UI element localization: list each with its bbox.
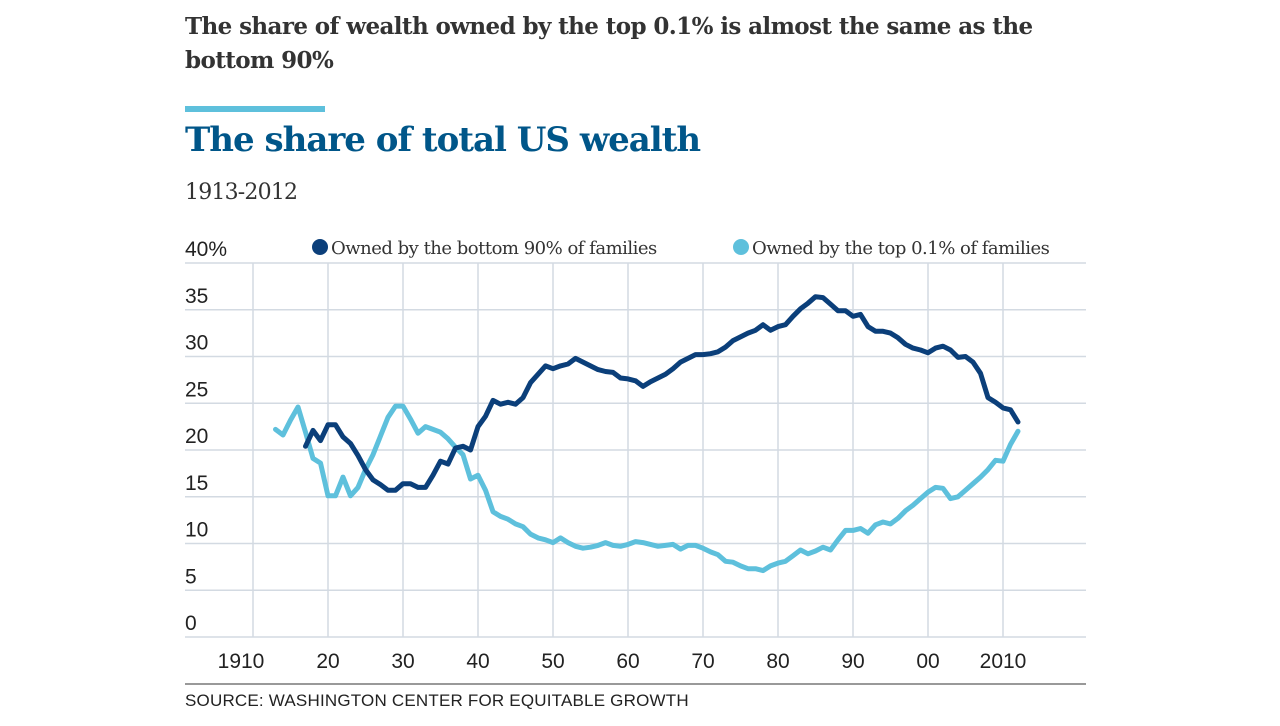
- legend-marker-top01: [733, 239, 749, 255]
- legend-label-bottom90: Owned by the bottom 90% of families: [331, 238, 657, 259]
- y-tick-label: 10: [185, 519, 208, 542]
- y-tick-label: 15: [185, 472, 208, 495]
- x-tick-label: 70: [691, 650, 714, 673]
- x-tick-label: 60: [616, 650, 639, 673]
- source-note: SOURCE: WASHINGTON CENTER FOR EQUITABLE …: [185, 691, 689, 710]
- source-divider: [185, 683, 1086, 685]
- series-lines: [273, 294, 1021, 574]
- y-tick-label: 0: [185, 612, 197, 635]
- y-tick-label: 30: [185, 332, 208, 355]
- y-tick-label: 35: [185, 285, 208, 308]
- x-axis-labels: 1910 20 30 40 50 60 70 80 90 00 2010: [218, 650, 1027, 673]
- legend-label-top01: Owned by the top 0.1% of families: [752, 238, 1050, 259]
- x-tick-label: 50: [541, 650, 564, 673]
- legend-marker-bottom90: [312, 239, 328, 255]
- y-axis-labels: 40% 35 30 25 20 15 10 5 0: [185, 238, 227, 635]
- y-tick-label: 20: [185, 425, 208, 448]
- y-gridlines: [185, 262, 1086, 638]
- headline: The share of wealth owned by the top 0.1…: [185, 13, 1033, 74]
- x-tick-label: 2010: [980, 650, 1027, 673]
- legend: Owned by the bottom 90% of families Owne…: [312, 238, 1050, 259]
- x-tick-label: 30: [391, 650, 414, 673]
- x-tick-label: 40: [466, 650, 489, 673]
- x-tick-label: 00: [916, 650, 939, 673]
- x-tick-label: 90: [841, 650, 864, 673]
- accent-bar: [185, 106, 325, 112]
- y-tick-label: 25: [185, 378, 208, 401]
- x-gridlines: [252, 263, 1004, 637]
- x-tick-label: 80: [766, 650, 789, 673]
- series-line-top01: [273, 403, 1021, 574]
- chart-subtitle: 1913-2012: [185, 180, 298, 205]
- y-tick-label: 5: [185, 565, 197, 588]
- x-tick-label: 1910: [218, 650, 265, 673]
- series-line-bottom90: [303, 294, 1021, 493]
- y-tick-label: 40%: [185, 238, 227, 261]
- chart-title: The share of total US wealth: [185, 120, 701, 160]
- x-tick-label: 20: [316, 650, 339, 673]
